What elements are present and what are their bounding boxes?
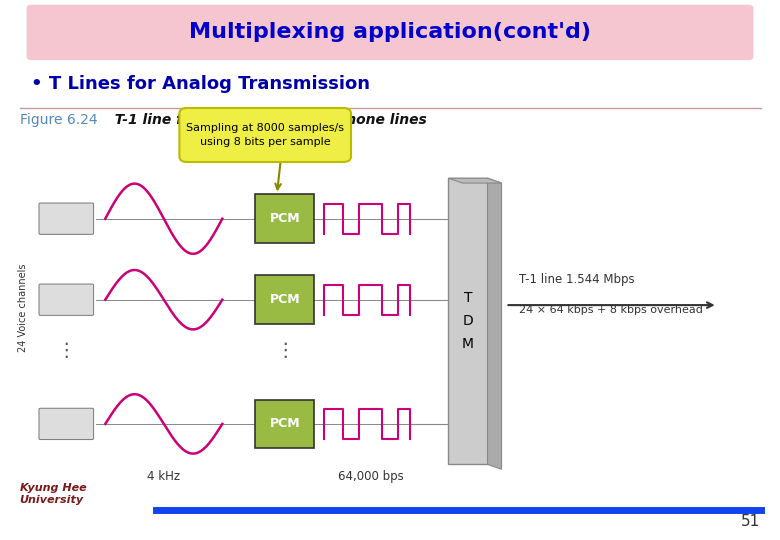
Text: PCM: PCM bbox=[269, 293, 300, 306]
Polygon shape bbox=[488, 178, 502, 469]
Text: PCM: PCM bbox=[269, 212, 300, 225]
FancyBboxPatch shape bbox=[179, 108, 351, 162]
FancyBboxPatch shape bbox=[27, 5, 753, 59]
Text: 24 Voice channels: 24 Voice channels bbox=[19, 264, 28, 352]
Text: Kyung Hee
University: Kyung Hee University bbox=[20, 483, 86, 505]
Text: 4 kHz: 4 kHz bbox=[147, 470, 180, 483]
Text: 64,000 bps: 64,000 bps bbox=[338, 470, 403, 483]
Text: • T Lines for Analog Transmission: • T Lines for Analog Transmission bbox=[31, 75, 370, 93]
FancyBboxPatch shape bbox=[256, 194, 314, 243]
FancyBboxPatch shape bbox=[256, 400, 314, 448]
Text: T
D
M: T D M bbox=[462, 292, 474, 351]
Polygon shape bbox=[448, 178, 502, 183]
Text: ⋮: ⋮ bbox=[57, 341, 76, 361]
Text: T-1 line 1.544 Mbps: T-1 line 1.544 Mbps bbox=[519, 273, 634, 286]
FancyBboxPatch shape bbox=[39, 203, 94, 234]
Text: 24 × 64 kbps + 8 kbps overhead: 24 × 64 kbps + 8 kbps overhead bbox=[519, 305, 703, 315]
Text: ⋮: ⋮ bbox=[275, 341, 295, 361]
Text: Figure 6.24: Figure 6.24 bbox=[20, 113, 98, 127]
Text: T-1 line for multiplexing telephone lines: T-1 line for multiplexing telephone line… bbox=[105, 113, 427, 127]
Text: PCM: PCM bbox=[269, 417, 300, 430]
Text: Multiplexing application(cont'd): Multiplexing application(cont'd) bbox=[189, 22, 591, 43]
FancyBboxPatch shape bbox=[39, 408, 94, 440]
Text: Sampling at 8000 samples/s
using 8 bits per sample: Sampling at 8000 samples/s using 8 bits … bbox=[186, 124, 344, 146]
Polygon shape bbox=[448, 178, 488, 464]
FancyBboxPatch shape bbox=[39, 284, 94, 315]
FancyBboxPatch shape bbox=[256, 275, 314, 324]
Text: 51: 51 bbox=[741, 514, 760, 529]
